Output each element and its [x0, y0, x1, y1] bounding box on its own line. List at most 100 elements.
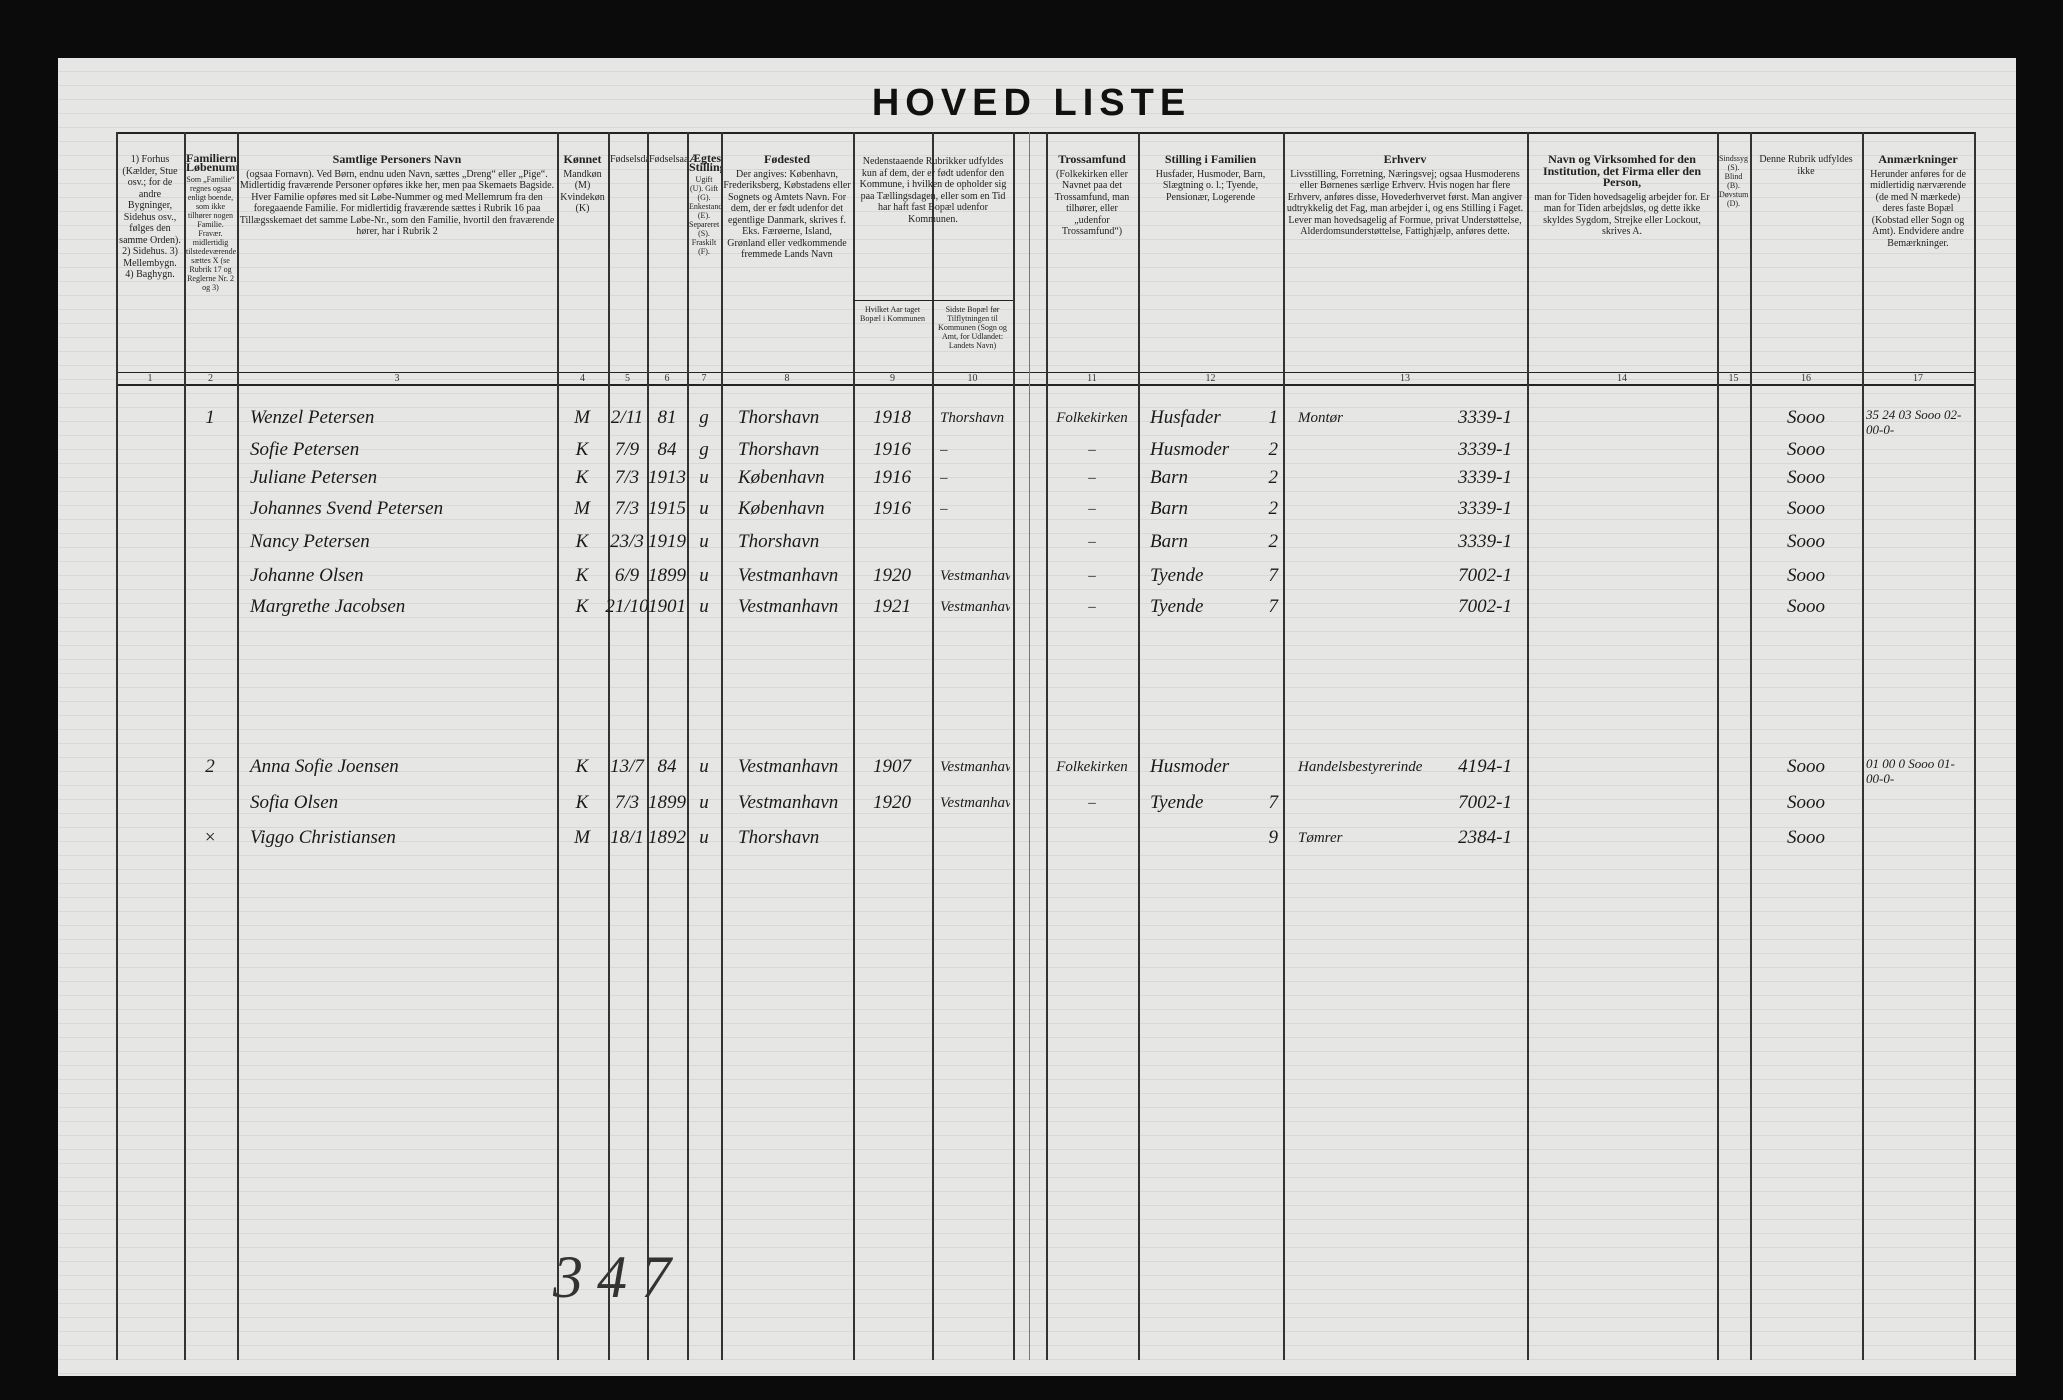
entry-born: 6/9: [614, 565, 640, 586]
column-number: 5: [625, 373, 630, 384]
column-text: (ogsaa Fornavn). Ved Børn, endnu uden Na…: [239, 168, 555, 238]
column-title: Anmærkninger: [1878, 154, 1958, 166]
entry-year: 1901: [648, 596, 686, 617]
column-header: Ægteskabelig StillingUgift (U). Gift (G)…: [687, 154, 721, 370]
column-header: Trossamfund (Folkekirken eller Navnet paa…: [1046, 154, 1138, 370]
column-text: Der angives: København, Frederiksberg, K…: [723, 168, 851, 261]
entry-role-no: 2: [1268, 439, 1279, 460]
column-number: 6: [664, 373, 670, 384]
column-text: man for Tiden hovedsagelig arbejder for.…: [1534, 191, 1710, 238]
entry-name: Viggo Christiansen: [250, 827, 396, 848]
column-rule: [647, 132, 649, 1360]
column-title: Kønnet: [563, 154, 602, 166]
entry-year: 1915: [648, 498, 686, 519]
entry-prev: –: [940, 442, 948, 458]
entry-birthplace: Thorshavn: [738, 407, 820, 428]
entry-role-no: 9: [1268, 827, 1279, 848]
column-header: Sindssyg (S). Blind (B). Døvstum (D).: [1717, 154, 1750, 370]
column-text: (Folkekirken eller Navnet paa det Trossa…: [1054, 168, 1130, 238]
column-title: Ægteskabelig Stilling: [689, 154, 721, 174]
column-text: Livsstilling, Forretning, Næringsvej; og…: [1286, 168, 1524, 238]
column-number: 9: [890, 373, 895, 384]
entry-role-no: 2: [1268, 531, 1279, 552]
entry-birthplace: Vestmanhavn: [738, 565, 839, 586]
entry-moved: 1920: [873, 792, 911, 813]
column-rule: [557, 132, 559, 1360]
entry-c17: 35 24 03 Sooo 02-00-0-: [1866, 407, 1962, 437]
entry-marital: u: [699, 498, 709, 519]
entry-trade-code: 3339-1: [1458, 498, 1512, 519]
entry-trade-code: 7002-1: [1458, 565, 1512, 586]
entry-year: 84: [657, 756, 677, 777]
group-header: Nedenstaaende Rubrikker udfyldes kun af …: [859, 156, 1007, 225]
entry-c16: Sooo: [1787, 467, 1825, 488]
entry-c16: Sooo: [1787, 756, 1825, 777]
entry-role: Barn: [1150, 467, 1188, 488]
entry-born: 7/3: [614, 498, 640, 519]
column-text: Sidste Bopæl før Tilflytningen til Kommu…: [938, 305, 1007, 350]
entry-c16: Sooo: [1787, 565, 1825, 586]
entry-role: Tyende: [1150, 565, 1204, 586]
column-rule: [1138, 132, 1140, 1360]
column-number: 1: [147, 373, 153, 384]
entry-marital: u: [699, 565, 709, 586]
column-text: Som „Familie“ regnes ogsaa enligt boende…: [186, 175, 237, 292]
entry-moved: 1916: [873, 467, 911, 488]
entry-c16: Sooo: [1787, 407, 1825, 428]
entry-moved: 1920: [873, 565, 911, 586]
entry-trade-code: 3339-1: [1458, 407, 1512, 428]
entry-role: Husmoder: [1150, 439, 1230, 460]
entry-role: Barn: [1150, 498, 1188, 519]
entry-name: Margrethe Jacobsen: [250, 596, 406, 617]
column-rule: [1717, 132, 1719, 1360]
entry-birthplace: Vestmanhavn: [738, 756, 839, 777]
column-rule: [1283, 132, 1285, 1360]
entry-faith: –: [1088, 470, 1096, 486]
entry-role-no: 2: [1268, 498, 1279, 519]
entry-role: Barn: [1150, 531, 1188, 552]
entry-role-no: 7: [1268, 596, 1279, 617]
entry-faith: –: [1088, 599, 1096, 615]
column-number: 4: [580, 373, 585, 384]
entry-trade-code: 7002-1: [1458, 792, 1512, 813]
column-header: Fødselsdag: [608, 154, 647, 370]
column-rule: [184, 132, 186, 1360]
sheet-number: 347: [553, 1244, 685, 1310]
column-rule: [1527, 132, 1529, 1360]
column-rule: [1862, 132, 1864, 1360]
entry-year: 1919: [648, 531, 686, 552]
column-header: Kønnet Mandkøn (M) Kvindekøn (K): [557, 154, 608, 370]
entry-born: 7/9: [614, 439, 640, 460]
entry-year: 84: [657, 439, 677, 460]
column-rule: [237, 132, 239, 1360]
column-header: Samtlige Personers Navn (ogsaa Fornavn). …: [237, 154, 557, 370]
entry-sex: K: [575, 792, 589, 813]
entry-no: 2: [205, 756, 215, 777]
column-number: 11: [1087, 373, 1097, 384]
column-header: Anmærkninger Herunder anføres for de midl…: [1862, 154, 1974, 370]
column-number: 16: [1801, 373, 1811, 384]
header-rule: [116, 372, 1974, 373]
column-number: 8: [784, 373, 790, 384]
entry-moved: 1916: [873, 498, 911, 519]
entry-born: 7/3: [614, 467, 640, 488]
entry-role: Husfader: [1150, 407, 1221, 428]
entry-sex: K: [575, 531, 589, 552]
entry-no: 1: [205, 407, 215, 428]
entry-trade-code: 3339-1: [1458, 439, 1512, 460]
column-number: 10: [967, 373, 978, 384]
column-header: Sidste Bopæl før Tilflytningen til Kommu…: [932, 305, 1013, 370]
entry-c16: Sooo: [1787, 531, 1825, 552]
column-header: Hvilket Aar taget Bopæl i Kommunen: [853, 305, 932, 370]
entry-name: Juliane Petersen: [250, 467, 378, 488]
column-text: Herunder anføres for de midlertidig nærv…: [1870, 168, 1966, 249]
group-rule: [853, 300, 1013, 301]
column-header: Navn og Virksomhed for den Institution, …: [1527, 154, 1717, 370]
entry-trade: Tømrer: [1298, 830, 1343, 846]
column-header: Denne Rubrik udfyldes ikke: [1750, 154, 1862, 370]
entry-year: 81: [657, 407, 677, 428]
entry-marital: u: [699, 827, 709, 848]
entry-moved: 1907: [873, 756, 911, 777]
entry-faith: –: [1088, 442, 1096, 458]
